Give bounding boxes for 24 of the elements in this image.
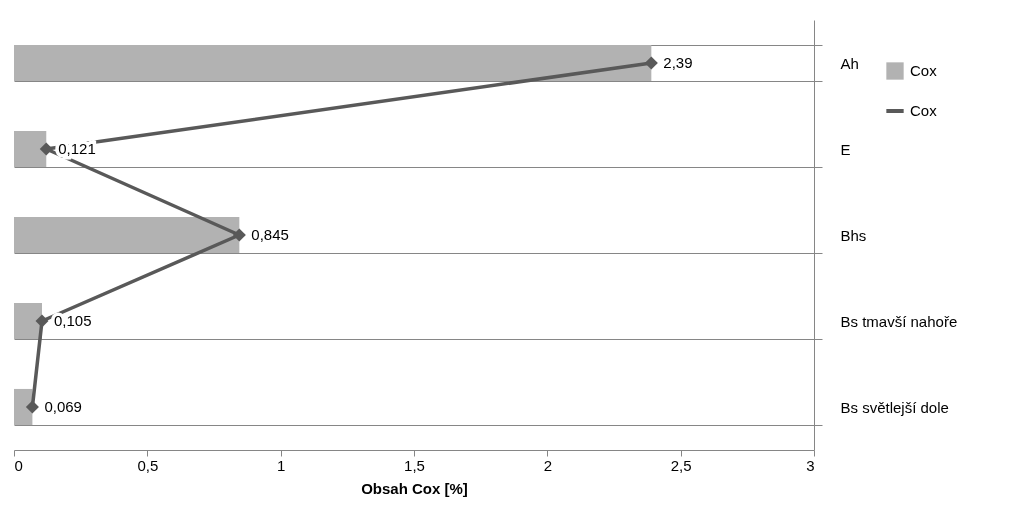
data-label: 0,105 [54, 312, 92, 329]
y-tick-label: Ah [840, 54, 859, 72]
data-label: 2,39 [663, 54, 693, 71]
x-tick-label: 2 [543, 456, 553, 474]
data-label: 0,069 [44, 398, 82, 415]
y-tick-label: Bhs [840, 226, 867, 244]
x-tick-label: 1,5 [404, 456, 425, 474]
x-tick-label: 2,5 [670, 456, 692, 474]
y-tick-label: E [840, 140, 851, 158]
x-tick-label: 1 [276, 456, 286, 474]
point [232, 228, 246, 242]
point [25, 400, 39, 414]
legend-label: Cox [910, 102, 938, 119]
y-tick-label: Bs tmavší nahoře [840, 312, 958, 330]
data-label: 0,845 [251, 226, 289, 243]
x-tick-label: 3 [806, 456, 815, 474]
legend-label: Cox [910, 62, 938, 79]
point [644, 56, 658, 70]
x-axis-title: Obsah Cox [%] [361, 479, 468, 497]
point [39, 142, 53, 156]
x-tick-label: 0,5 [137, 456, 159, 474]
y-tick-label: Bs světlejší dole [840, 398, 949, 416]
point [35, 314, 49, 328]
x-tick-label: 0 [14, 456, 23, 474]
